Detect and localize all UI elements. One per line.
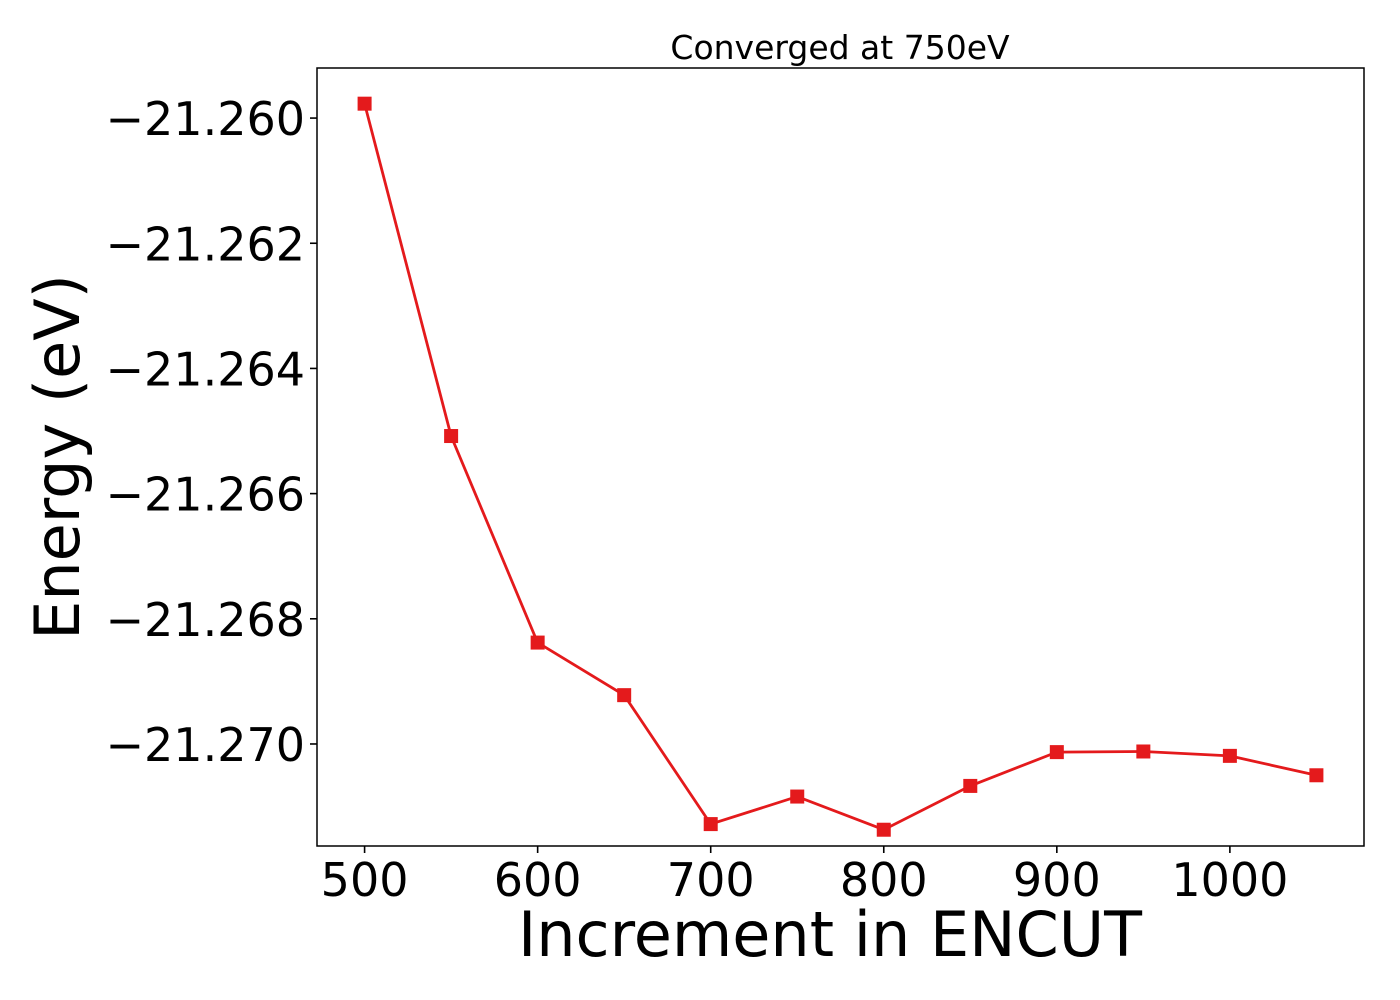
- y-tick-label: −21.264: [106, 342, 306, 396]
- x-tick-label: 500: [321, 853, 409, 907]
- series-layer: [357, 96, 1324, 837]
- x-tick-label: 900: [1013, 853, 1101, 907]
- series-line: [363, 103, 1317, 832]
- data-point-marker: [530, 635, 545, 650]
- data-point-marker: [617, 688, 632, 703]
- y-tick-label: −21.266: [106, 468, 306, 522]
- plot-frame: [316, 67, 1365, 847]
- y-tick-label: −21.260: [106, 92, 306, 146]
- data-point-marker: [703, 817, 718, 832]
- y-tick-label: −21.268: [106, 593, 306, 647]
- x-tick-label: 700: [667, 853, 755, 907]
- y-tick-label: −21.270: [106, 718, 306, 772]
- data-point-marker: [444, 429, 459, 444]
- data-point-marker: [790, 789, 805, 804]
- data-point-marker: [1136, 744, 1151, 759]
- data-point-marker: [876, 822, 891, 837]
- data-point-marker: [1309, 768, 1324, 783]
- chart-title: Converged at 750eV: [670, 28, 1010, 67]
- x-tick-label: 600: [494, 853, 582, 907]
- data-point-marker: [1222, 748, 1237, 763]
- x-axis-label: Increment in ENCUT: [518, 898, 1143, 971]
- x-tick-label: 800: [840, 853, 928, 907]
- y-axis: −21.260 −21.262 −21.264 −21.266 −21.268 −21.2…: [106, 92, 317, 772]
- y-tick-label: −21.262: [106, 217, 306, 271]
- x-tick-label: 1000: [1171, 853, 1288, 907]
- data-point-marker: [1049, 745, 1064, 760]
- x-axis: 500 600 700 800 900 1000: [321, 846, 1288, 907]
- data-point-marker: [963, 778, 978, 793]
- y-axis-label: Energy (eV): [21, 274, 94, 640]
- data-point-marker: [357, 96, 372, 111]
